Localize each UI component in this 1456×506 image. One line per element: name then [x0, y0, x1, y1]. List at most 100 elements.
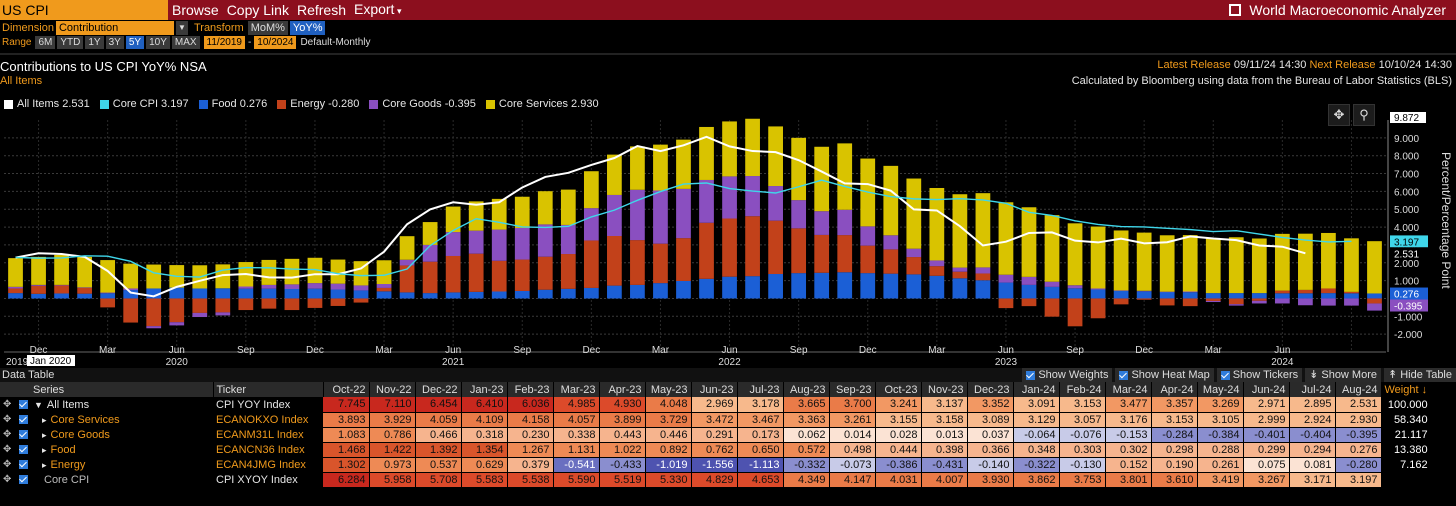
- column-header[interactable]: Oct-23: [875, 382, 922, 397]
- hide-table-button[interactable]: ↟ Hide Table: [1384, 368, 1456, 382]
- column-header[interactable]: Jul-24: [1289, 382, 1336, 397]
- column-header[interactable]: Jan-23: [461, 382, 508, 397]
- column-header[interactable]: Nov-23: [921, 382, 968, 397]
- show-more-button[interactable]: ↡ Show More: [1305, 368, 1381, 382]
- column-header[interactable]: May-24: [1197, 382, 1244, 397]
- x-tick-label: Jun: [169, 345, 185, 356]
- ticker-cell[interactable]: ECANM31L Index: [216, 428, 304, 441]
- table-row[interactable]: ✥ Core CPI CPI XYOY Index 6.284 5.958 5.708 5.…: [0, 472, 1431, 488]
- date-separator: -: [247, 36, 252, 48]
- bar-segment: [607, 194, 622, 236]
- legend-item[interactable]: Core Services 2.930: [485, 98, 599, 110]
- column-header[interactable]: Aug-23: [783, 382, 830, 397]
- range-max-button[interactable]: MAX: [171, 35, 200, 49]
- ticker-cell[interactable]: ECAN4JMG Index: [216, 458, 306, 471]
- column-header[interactable]: Jul-23: [737, 382, 784, 397]
- table-row[interactable]: ✥ ▸ Core Services ECANOKXO Index 3.893 3.929 4…: [0, 412, 1431, 428]
- ticker-cell[interactable]: ECANCN36 Index: [216, 443, 305, 456]
- column-header[interactable]: May-23: [645, 382, 692, 397]
- ticker-cell[interactable]: CPI XYOY Index: [216, 473, 298, 486]
- column-header[interactable]: Sep-23: [829, 382, 876, 397]
- column-header[interactable]: Aug-24: [1335, 382, 1382, 397]
- column-header[interactable]: Apr-23: [599, 382, 646, 397]
- column-header[interactable]: Jan-24: [1013, 382, 1060, 397]
- zoom-icon[interactable]: ⚲: [1353, 104, 1375, 126]
- expand-arrow-icon[interactable]: ▸: [42, 459, 47, 470]
- cursor-date-box: [27, 355, 75, 366]
- legend-item[interactable]: Food 0.276: [198, 98, 267, 110]
- column-header[interactable]: Jun-23: [691, 382, 738, 397]
- bar-segment: [422, 244, 438, 262]
- crosshair-icon[interactable]: ✥: [1328, 104, 1350, 126]
- row-checkbox[interactable]: [19, 400, 28, 409]
- column-header[interactable]: Feb-24: [1059, 382, 1106, 397]
- contribution-chart[interactable]: -2.000-1.0001.0002.0003.0004.0005.0006.0…: [0, 112, 1456, 368]
- start-date-input[interactable]: 11/2019: [203, 35, 245, 49]
- app-launch-link[interactable]: World Macroeconomic Analyzer: [1229, 0, 1446, 20]
- series-name: Energy: [50, 458, 86, 471]
- column-header[interactable]: Dec-23: [967, 382, 1014, 397]
- table-row[interactable]: ✥ ▼ All Items CPI YOY Index 7.745 7.110 6.454 6…: [0, 397, 1431, 413]
- drag-handle-icon[interactable]: ✥: [3, 473, 12, 485]
- chevron-down-icon[interactable]: ▼: [175, 21, 188, 35]
- dimension-select[interactable]: Contribution: [55, 21, 174, 35]
- column-header[interactable]: Dec-22: [415, 382, 462, 397]
- expand-arrow-icon[interactable]: ▸: [42, 444, 47, 455]
- table-row[interactable]: ✥ ▸ Core Goods ECANM31L Index 1.083 0.786 0.46…: [0, 427, 1431, 443]
- bar-segment: [906, 257, 922, 275]
- legend-item[interactable]: Energy -0.280: [277, 98, 359, 110]
- row-checkbox[interactable]: [19, 460, 28, 469]
- export-button[interactable]: Export: [350, 0, 406, 21]
- row-checkbox[interactable]: [19, 475, 28, 484]
- row-checkbox[interactable]: [19, 445, 28, 454]
- y-tick-label: -1.000: [1394, 312, 1423, 323]
- column-header[interactable]: Mar-24: [1105, 382, 1152, 397]
- column-header[interactable]: Nov-22: [369, 382, 416, 397]
- range-6m-button[interactable]: 6M: [35, 35, 56, 49]
- drag-handle-icon[interactable]: ✥: [3, 443, 12, 455]
- table-row[interactable]: ✥ ▸ Energy ECAN4JMG Index 1.302 0.973 0.537 0.6…: [0, 457, 1431, 473]
- show-weights-toggle[interactable]: Show Weights: [1022, 368, 1113, 382]
- legend-item[interactable]: Core Goods -0.395: [369, 98, 476, 110]
- security-field[interactable]: US CPI: [0, 0, 168, 20]
- transform-yoy-button[interactable]: YoY%: [289, 21, 326, 35]
- table-row[interactable]: ✥ ▸ Food ECANCN36 Index 1.468 1.422 1.392 1.354…: [0, 442, 1431, 458]
- show-heat-map-toggle[interactable]: Show Heat Map: [1115, 368, 1214, 382]
- bar-segment: [8, 258, 23, 287]
- expand-arrow-icon[interactable]: ▸: [42, 429, 47, 440]
- column-header[interactable]: Apr-24: [1151, 382, 1198, 397]
- column-header[interactable]: Jun-24: [1243, 382, 1290, 397]
- column-header[interactable]: Mar-23: [553, 382, 600, 397]
- column-header[interactable]: Oct-22: [323, 382, 370, 397]
- browse-button[interactable]: Browse: [172, 2, 219, 18]
- column-header[interactable]: Feb-23: [507, 382, 554, 397]
- drag-handle-icon[interactable]: ✥: [3, 398, 12, 410]
- refresh-button[interactable]: Refresh: [296, 2, 346, 18]
- row-checkbox[interactable]: [19, 415, 28, 424]
- end-date-input[interactable]: 10/2024: [254, 35, 297, 49]
- copy-link-button[interactable]: Copy Link: [226, 2, 289, 18]
- frequency-select[interactable]: Default-Monthly: [300, 36, 371, 48]
- ticker-cell[interactable]: CPI YOY Index: [216, 398, 291, 411]
- range-ytd-button[interactable]: YTD: [57, 35, 84, 49]
- legend-item[interactable]: Core CPI 3.197: [99, 98, 189, 110]
- drag-handle-icon[interactable]: ✥: [3, 413, 12, 425]
- collapse-arrow-icon[interactable]: ▼: [34, 399, 43, 410]
- column-header[interactable]: Series: [0, 382, 214, 397]
- legend-item[interactable]: All Items 2.531: [4, 98, 90, 110]
- range-5y-button[interactable]: 5Y: [125, 35, 145, 49]
- value-cell: 3.477: [1105, 397, 1152, 413]
- show-tickers-toggle[interactable]: Show Tickers: [1216, 368, 1303, 382]
- column-header[interactable]: Weight ↓: [1381, 382, 1432, 397]
- table-options: Show Weights Show Heat Map Show Tickers …: [1019, 368, 1456, 382]
- column-header[interactable]: Ticker: [213, 382, 324, 397]
- range-10y-button[interactable]: 10Y: [146, 35, 170, 49]
- ticker-cell[interactable]: ECANOKXO Index: [216, 413, 309, 426]
- drag-handle-icon[interactable]: ✥: [3, 428, 12, 440]
- range-1y-button[interactable]: 1Y: [85, 35, 104, 49]
- row-checkbox[interactable]: [19, 430, 28, 439]
- range-3y-button[interactable]: 3Y: [105, 35, 124, 49]
- drag-handle-icon[interactable]: ✥: [3, 458, 12, 470]
- transform-mom-button[interactable]: MoM%: [247, 21, 288, 35]
- expand-arrow-icon[interactable]: ▸: [42, 414, 47, 425]
